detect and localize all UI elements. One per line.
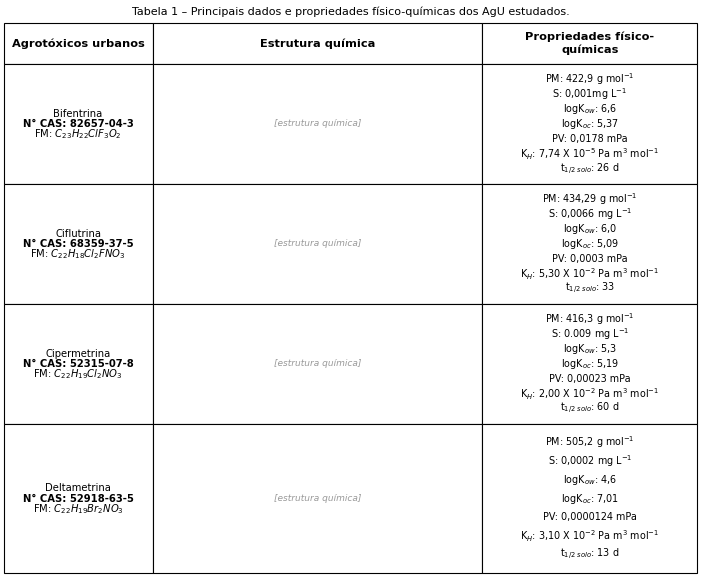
Text: Bifentrina: Bifentrina (53, 109, 103, 119)
Text: N° CAS: 52315-07-8: N° CAS: 52315-07-8 (22, 359, 133, 369)
Text: Estrutura química: Estrutura química (260, 38, 375, 49)
Text: PV: 0,0000124 mPa: PV: 0,0000124 mPa (543, 512, 637, 522)
Text: FM: $C_{22}H_{19}Cl_2NO_3$: FM: $C_{22}H_{19}Cl_2NO_3$ (33, 367, 123, 381)
Text: [estrutura química]: [estrutura química] (274, 359, 361, 369)
Text: logK$_{ow}$: 4,6: logK$_{ow}$: 4,6 (563, 473, 617, 487)
Text: logK$_{ow}$: 6,6: logK$_{ow}$: 6,6 (563, 102, 617, 116)
Text: FM: $C_{23}H_{22}ClF_3O_2$: FM: $C_{23}H_{22}ClF_3O_2$ (34, 127, 122, 141)
Text: PV: 0,0178 mPa: PV: 0,0178 mPa (552, 134, 627, 144)
Text: logK$_{ow}$: 6,0: logK$_{ow}$: 6,0 (563, 222, 617, 236)
Text: Propriedades físico-
químicas: Propriedades físico- químicas (525, 32, 655, 55)
Bar (482, 64, 697, 184)
Text: N° CAS: 52918-63-5: N° CAS: 52918-63-5 (22, 494, 134, 503)
Text: PM: 422,9 g mol$^{-1}$: PM: 422,9 g mol$^{-1}$ (545, 71, 634, 87)
Text: K$_{H}$: 2,00 X 10$^{-2}$ Pa m$^{3}$ mol$^{-1}$: K$_{H}$: 2,00 X 10$^{-2}$ Pa m$^{3}$ mol… (520, 386, 660, 401)
Text: logK$_{oc}$: 7,01: logK$_{oc}$: 7,01 (561, 491, 619, 506)
Bar (4, 64, 153, 184)
Text: t$_{1/2\ solo}$: 33: t$_{1/2\ solo}$: 33 (565, 282, 615, 297)
Text: S: 0.009 mg L$^{-1}$: S: 0.009 mg L$^{-1}$ (551, 326, 629, 342)
Text: PM: 505,2 g mol$^{-1}$: PM: 505,2 g mol$^{-1}$ (545, 435, 634, 450)
Text: S: 0,0002 mg L$^{-1}$: S: 0,0002 mg L$^{-1}$ (547, 453, 632, 469)
Bar (482, 304, 697, 424)
Text: logK$_{oc}$: 5,09: logK$_{oc}$: 5,09 (561, 237, 619, 251)
Text: Agrotóxicos urbanos: Agrotóxicos urbanos (12, 38, 144, 49)
Text: PV: 0,0003 mPa: PV: 0,0003 mPa (552, 254, 627, 264)
Text: Ciflutrina: Ciflutrina (55, 229, 101, 239)
Bar (153, 424, 482, 573)
Bar (482, 23, 697, 64)
Text: t$_{1/2\ solo}$: 13 d: t$_{1/2\ solo}$: 13 d (560, 547, 620, 562)
Text: N° CAS: 82657-04-3: N° CAS: 82657-04-3 (22, 119, 133, 129)
Text: t$_{1/2\ solo}$: 26 d: t$_{1/2\ solo}$: 26 d (560, 161, 620, 176)
Bar (4, 304, 153, 424)
Text: Tabela 1 – Principais dados e propriedades físico-químicas dos AgU estudados.: Tabela 1 – Principais dados e propriedad… (132, 7, 569, 17)
Text: PM: 416,3 g mol$^{-1}$: PM: 416,3 g mol$^{-1}$ (545, 311, 634, 327)
Bar (153, 184, 482, 304)
Bar (482, 184, 697, 304)
Text: t$_{1/2\ solo}$: 60 d: t$_{1/2\ solo}$: 60 d (560, 401, 620, 416)
Bar (482, 424, 697, 573)
Text: S: 0,001mg L$^{-1}$: S: 0,001mg L$^{-1}$ (552, 86, 627, 102)
Bar (153, 304, 482, 424)
Text: K$_{H}$: 5,30 X 10$^{-2}$ Pa m$^{3}$ mol$^{-1}$: K$_{H}$: 5,30 X 10$^{-2}$ Pa m$^{3}$ mol… (520, 266, 660, 282)
Text: Deltametrina: Deltametrina (45, 483, 111, 494)
Text: PM: 434,29 g mol$^{-1}$: PM: 434,29 g mol$^{-1}$ (542, 191, 638, 207)
Bar (4, 23, 153, 64)
Text: logK$_{oc}$: 5,19: logK$_{oc}$: 5,19 (561, 357, 619, 371)
Text: N° CAS: 68359-37-5: N° CAS: 68359-37-5 (23, 239, 133, 249)
Text: K$_{H}$: 3,10 X 10$^{-2}$ Pa m$^{3}$ mol$^{-1}$: K$_{H}$: 3,10 X 10$^{-2}$ Pa m$^{3}$ mol… (520, 528, 660, 544)
Bar (4, 424, 153, 573)
Bar (153, 23, 482, 64)
Text: logK$_{oc}$: 5,37: logK$_{oc}$: 5,37 (561, 117, 619, 131)
Bar (153, 64, 482, 184)
Text: S: 0,0066 mg L$^{-1}$: S: 0,0066 mg L$^{-1}$ (547, 206, 632, 222)
Bar (4, 184, 153, 304)
Text: [estrutura química]: [estrutura química] (274, 494, 361, 503)
Text: logK$_{ow}$: 5,3: logK$_{ow}$: 5,3 (563, 342, 617, 356)
Text: PV: 0,00023 mPa: PV: 0,00023 mPa (549, 374, 631, 384)
Text: [estrutura química]: [estrutura química] (274, 240, 361, 248)
Text: [estrutura química]: [estrutura química] (274, 119, 361, 128)
Text: K$_{H}$: 7,74 X 10$^{-5}$ Pa m$^{3}$ mol$^{-1}$: K$_{H}$: 7,74 X 10$^{-5}$ Pa m$^{3}$ mol… (520, 146, 660, 162)
Text: FM: $C_{22}H_{19}Br_2NO_3$: FM: $C_{22}H_{19}Br_2NO_3$ (33, 502, 123, 516)
Text: FM: $C_{22}H_{18}Cl_2FNO_3$: FM: $C_{22}H_{18}Cl_2FNO_3$ (30, 247, 125, 261)
Text: Cipermetrina: Cipermetrina (46, 349, 111, 359)
